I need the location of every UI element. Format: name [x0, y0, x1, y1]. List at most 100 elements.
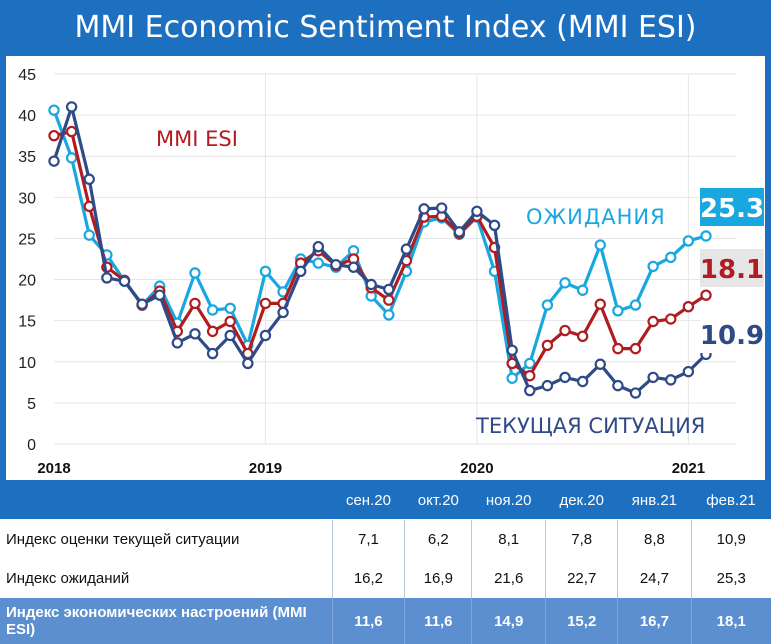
data-point: [49, 106, 58, 115]
table-row: Индекс оценки текущей ситуации 7,1 6,2 8…: [0, 520, 771, 559]
data-point: [666, 375, 675, 384]
data-point: [138, 300, 147, 309]
data-point: [560, 278, 569, 287]
data-point: [102, 273, 111, 282]
table-cell: 8,8: [618, 520, 691, 559]
data-point: [649, 373, 658, 382]
table-cell: 16,9: [405, 559, 472, 598]
table-cell: 8,1: [472, 520, 546, 559]
data-point: [543, 381, 552, 390]
data-point: [367, 280, 376, 289]
data-point: [155, 291, 164, 300]
x-tick-label: 2021: [672, 460, 705, 477]
expectations-label: ОЖИДАНИЯ: [526, 205, 666, 229]
data-point: [578, 332, 587, 341]
y-tick-label: 30: [18, 190, 36, 207]
data-point: [472, 207, 481, 216]
data-point: [631, 344, 640, 353]
data-point: [437, 203, 446, 212]
data-point: [208, 305, 217, 314]
data-point: [684, 302, 693, 311]
data-point: [684, 367, 693, 376]
table-cell: 14,9: [472, 598, 546, 644]
table-cell: 10,9: [691, 520, 771, 559]
data-point: [67, 127, 76, 136]
data-point: [419, 204, 428, 213]
data-point: [402, 245, 411, 254]
x-tick-label: 2018: [37, 460, 70, 477]
data-point: [560, 326, 569, 335]
month-header: дек.20: [546, 481, 618, 520]
series-3: [49, 102, 710, 397]
table-cell: 18,1: [691, 598, 771, 644]
data-point: [208, 327, 217, 336]
data-point: [613, 381, 622, 390]
value-badge-label: 25.3: [700, 194, 764, 224]
data-point: [596, 360, 605, 369]
row-label: Индекс ожиданий: [0, 559, 332, 598]
data-point: [684, 236, 693, 245]
table-cell: 7,8: [546, 520, 618, 559]
data-point: [243, 359, 252, 368]
data-point: [649, 262, 658, 271]
data-point: [455, 227, 464, 236]
table-cell: 7,1: [332, 520, 405, 559]
data-point: [613, 344, 622, 353]
series-line: [54, 132, 706, 376]
data-point: [384, 296, 393, 305]
data-point: [631, 300, 640, 309]
data-point: [49, 131, 58, 140]
data-point: [349, 263, 358, 272]
data-point: [508, 374, 517, 383]
y-tick-label: 0: [27, 437, 36, 454]
data-point: [67, 153, 76, 162]
value-badge-label: 10.9: [700, 321, 764, 351]
month-header: сен.20: [332, 481, 405, 520]
data-point: [226, 304, 235, 313]
series-2: [49, 127, 710, 380]
table-row: Индекс экономических настроений (MMI ESI…: [0, 598, 771, 644]
data-point: [560, 373, 569, 382]
data-point: [278, 308, 287, 317]
chart-title: MMI Economic Sentiment Index (MMI ESI): [0, 0, 771, 56]
row-label: Индекс оценки текущей ситуации: [0, 520, 332, 559]
data-point: [508, 346, 517, 355]
x-tick-label: 2020: [460, 460, 493, 477]
current-situation-label: ТЕКУЩАЯ СИТУАЦИЯ: [475, 414, 705, 438]
table-cell: 6,2: [405, 520, 472, 559]
data-point: [596, 240, 605, 249]
data-point: [314, 259, 323, 268]
data-point: [208, 349, 217, 358]
data-point: [314, 242, 323, 251]
data-point: [261, 331, 270, 340]
data-point: [525, 371, 534, 380]
y-tick-label: 35: [18, 149, 36, 166]
y-tick-label: 45: [18, 67, 36, 84]
data-point: [649, 317, 658, 326]
row-label: Индекс экономических настроений (MMI ESI…: [0, 598, 332, 644]
y-tick-label: 25: [18, 231, 36, 248]
table-cell: 25,3: [691, 559, 771, 598]
table-cell: 24,7: [618, 559, 691, 598]
data-point: [543, 341, 552, 350]
data-point: [85, 231, 94, 240]
data-point: [701, 291, 710, 300]
data-point: [613, 306, 622, 315]
y-tick-label: 15: [18, 314, 36, 331]
table-row: Индекс ожиданий 16,2 16,9 21,6 22,7 24,7…: [0, 559, 771, 598]
table-cell: 16,2: [332, 559, 405, 598]
table-cell: 21,6: [472, 559, 546, 598]
data-point: [525, 359, 534, 368]
month-header: янв.21: [618, 481, 691, 520]
series-1: [49, 106, 710, 383]
y-tick-label: 5: [27, 396, 36, 413]
data-point: [226, 317, 235, 326]
y-tick-label: 40: [18, 108, 36, 125]
data-point: [261, 299, 270, 308]
data-point: [173, 338, 182, 347]
data-point: [543, 300, 552, 309]
table-cell: 11,6: [332, 598, 405, 644]
